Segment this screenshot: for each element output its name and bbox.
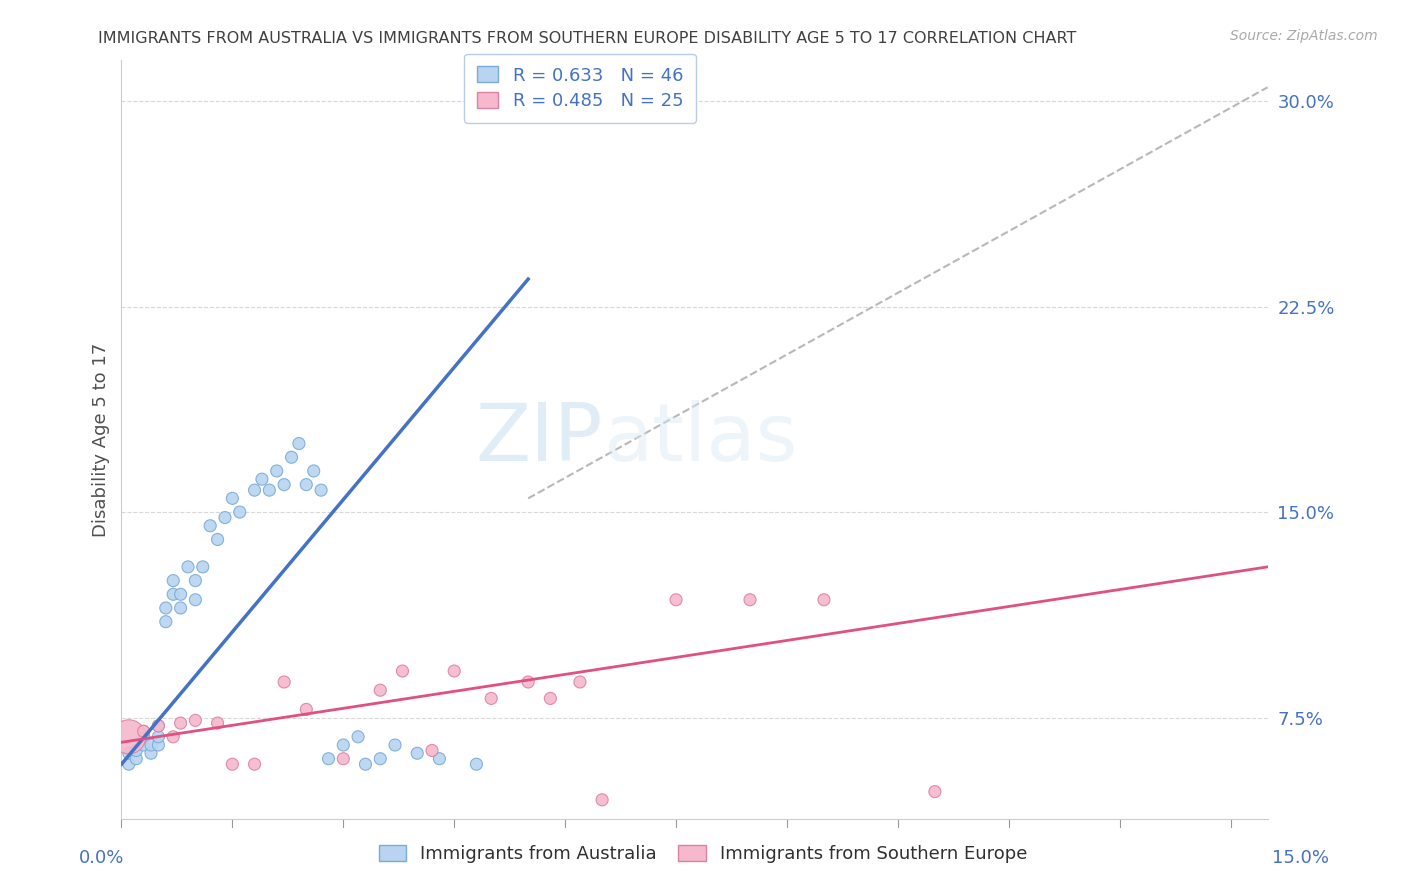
Point xyxy=(191,560,214,574)
Point xyxy=(184,592,207,607)
Point xyxy=(538,691,561,706)
Point xyxy=(243,757,266,772)
Point xyxy=(384,738,406,752)
Text: 15.0%: 15.0% xyxy=(1272,849,1329,867)
Text: 0.0%: 0.0% xyxy=(79,849,124,867)
Point xyxy=(207,716,229,731)
Point xyxy=(148,738,170,752)
Point xyxy=(177,560,200,574)
Point xyxy=(479,691,502,706)
Point xyxy=(148,719,170,733)
Point xyxy=(368,683,391,698)
Point xyxy=(169,716,191,731)
Point xyxy=(169,601,191,615)
Point xyxy=(347,730,370,744)
Point xyxy=(184,714,207,728)
Point xyxy=(266,464,288,478)
Point xyxy=(813,592,835,607)
Text: IMMIGRANTS FROM AUSTRALIA VS IMMIGRANTS FROM SOUTHERN EUROPE DISABILITY AGE 5 TO: IMMIGRANTS FROM AUSTRALIA VS IMMIGRANTS … xyxy=(98,31,1077,46)
Point xyxy=(332,738,354,752)
Point xyxy=(443,664,465,678)
Point xyxy=(132,724,155,739)
Point xyxy=(162,730,184,744)
Point xyxy=(591,793,613,807)
Point xyxy=(288,436,311,450)
Point xyxy=(295,477,318,491)
Point xyxy=(198,518,221,533)
Point xyxy=(924,784,946,798)
Point xyxy=(738,592,761,607)
Point xyxy=(132,730,155,744)
Point xyxy=(207,533,229,547)
Point xyxy=(665,592,688,607)
Point xyxy=(332,752,354,766)
Point xyxy=(169,587,191,601)
Point xyxy=(309,483,332,497)
Point xyxy=(250,472,273,486)
Point xyxy=(302,464,325,478)
Point xyxy=(139,746,162,760)
Point xyxy=(354,757,377,772)
Point xyxy=(368,752,391,766)
Point xyxy=(118,730,141,744)
Point xyxy=(406,746,429,760)
Point xyxy=(221,491,243,506)
Point xyxy=(295,702,318,716)
Point xyxy=(155,615,177,629)
Point xyxy=(118,757,141,772)
Point xyxy=(243,483,266,497)
Point xyxy=(259,483,281,497)
Point xyxy=(184,574,207,588)
Point xyxy=(280,450,302,465)
Point xyxy=(125,743,148,757)
Point xyxy=(229,505,252,519)
Text: Source: ZipAtlas.com: Source: ZipAtlas.com xyxy=(1230,29,1378,43)
Point xyxy=(118,746,141,760)
Point xyxy=(273,477,295,491)
Point xyxy=(273,675,295,690)
Point xyxy=(132,724,155,739)
Point xyxy=(465,757,488,772)
Point xyxy=(132,738,155,752)
Point xyxy=(162,574,184,588)
Point xyxy=(148,719,170,733)
Point xyxy=(391,664,413,678)
Point xyxy=(148,730,170,744)
Y-axis label: Disability Age 5 to 17: Disability Age 5 to 17 xyxy=(93,343,110,537)
Point xyxy=(420,743,443,757)
Text: ZIP: ZIP xyxy=(475,401,603,478)
Text: atlas: atlas xyxy=(603,401,797,478)
Point xyxy=(318,752,340,766)
Point xyxy=(568,675,591,690)
Point xyxy=(429,752,451,766)
Point xyxy=(139,738,162,752)
Point xyxy=(125,752,148,766)
Point xyxy=(517,675,540,690)
Point xyxy=(214,510,236,524)
Point xyxy=(155,601,177,615)
Legend: R = 0.633   N = 46, R = 0.485   N = 25: R = 0.633 N = 46, R = 0.485 N = 25 xyxy=(464,54,696,123)
Point xyxy=(162,587,184,601)
Legend: Immigrants from Australia, Immigrants from Southern Europe: Immigrants from Australia, Immigrants fr… xyxy=(370,836,1036,872)
Point xyxy=(221,757,243,772)
